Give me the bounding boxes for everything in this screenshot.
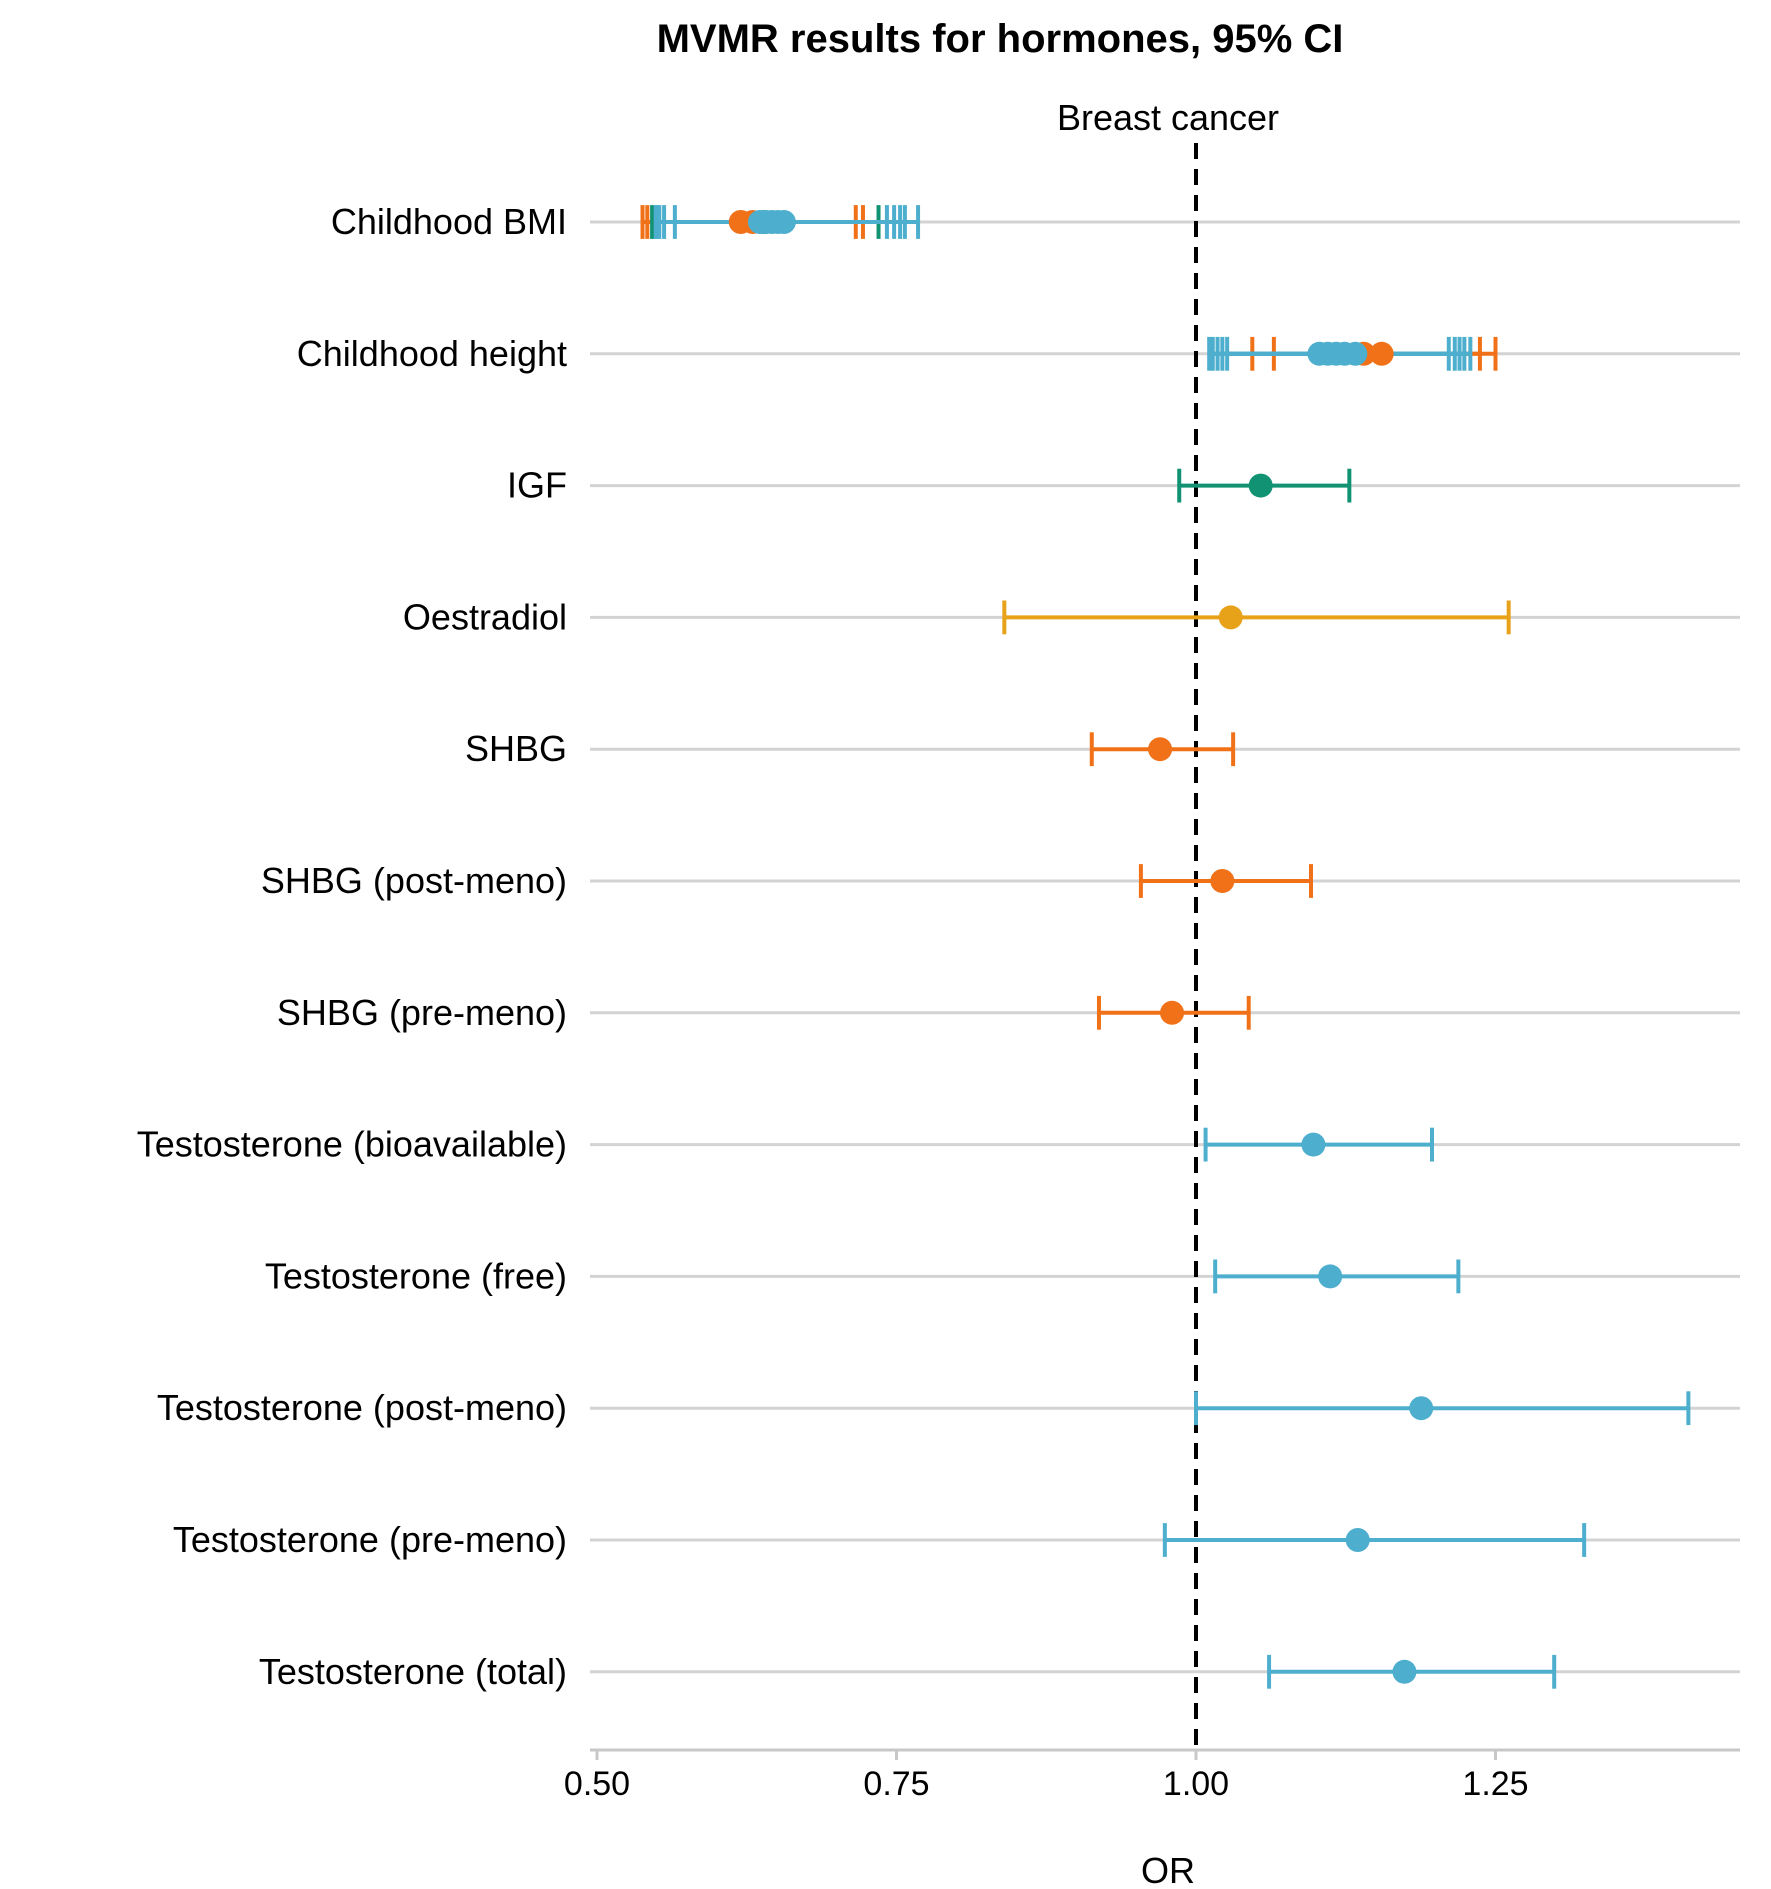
point-estimate (1218, 605, 1243, 630)
category-label: SHBG (pre-meno) (277, 992, 567, 1033)
x-tick-label: 1.00 (1163, 1765, 1229, 1803)
point-estimate (1301, 1132, 1326, 1157)
point-estimate (1343, 341, 1368, 366)
category-label: Testosterone (pre-meno) (173, 1519, 567, 1560)
point-estimate (1345, 1528, 1370, 1552)
point-estimate (771, 210, 796, 234)
chart-title: MVMR results for hormones, 95% CI (657, 17, 1344, 61)
point-estimate (1210, 869, 1235, 893)
category-label: Oestradiol (403, 596, 567, 637)
x-axis: 0.50 0.75 1.00 1.25 (564, 1748, 1740, 1803)
category-label: Testosterone (post-meno) (157, 1387, 567, 1428)
point-estimate (1148, 737, 1173, 762)
x-axis-title: OR (1141, 1850, 1195, 1889)
category-label: Testosterone (bioavailable) (137, 1124, 567, 1165)
gridlines (590, 220, 1740, 1674)
point-estimate (1369, 341, 1394, 366)
category-label: Childhood BMI (331, 201, 567, 242)
category-label: Testosterone (total) (259, 1651, 567, 1692)
confidence-intervals (640, 205, 1691, 1689)
x-tick-label: 0.75 (863, 1765, 929, 1803)
category-label: IGF (507, 465, 567, 506)
point-estimates (728, 210, 1434, 1684)
category-labels: Childhood BMI Childhood height IGF Oestradi… (137, 201, 567, 1692)
point-estimate (1409, 1396, 1434, 1421)
point-estimate (1248, 473, 1273, 498)
category-label: Childhood height (297, 333, 567, 374)
point-estimate (1318, 1264, 1343, 1289)
x-tick-label: 1.25 (1462, 1765, 1528, 1803)
x-tick-label: 0.50 (564, 1765, 630, 1803)
point-estimate (1160, 1000, 1185, 1025)
category-label: SHBG (post-meno) (261, 860, 567, 901)
category-label: Testosterone (free) (265, 1255, 567, 1296)
facet-label: Breast cancer (1057, 97, 1279, 138)
point-estimate (1392, 1659, 1417, 1684)
category-label: SHBG (465, 728, 567, 769)
